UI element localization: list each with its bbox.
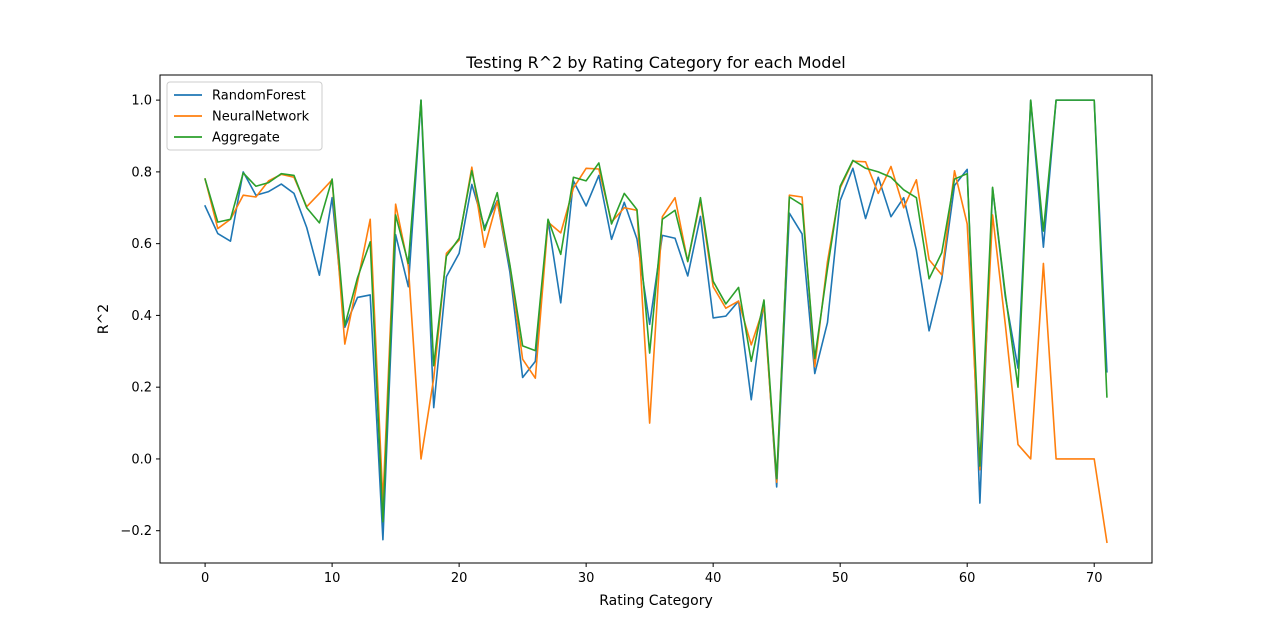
- y-tick-label: 0.8: [131, 165, 152, 180]
- x-tick-label: 20: [451, 571, 468, 586]
- legend-box: [166, 81, 323, 151]
- chart-title: Testing R^2 by Rating Category for each …: [465, 53, 845, 72]
- x-tick-label: 40: [705, 571, 722, 586]
- legend: RandomForest NeuralNetwork Aggregate: [166, 81, 323, 151]
- x-tick-label: 0: [201, 571, 209, 586]
- plot-area: [204, 99, 1108, 544]
- x-tick-label: 50: [832, 571, 849, 586]
- y-tick-label: 0.0: [131, 452, 152, 467]
- x-axis-label: Rating Category: [599, 593, 713, 609]
- y-tick-label: 0.2: [131, 381, 152, 396]
- y-axis: −0.2 0.0 0.2 0.4 0.6 0.8 1.0: [120, 94, 160, 539]
- legend-label-aggregate: Aggregate: [212, 131, 280, 146]
- y-tick-label: 0.6: [131, 237, 152, 252]
- axes-frame: [159, 74, 1153, 564]
- y-tick-label: 1.0: [131, 94, 152, 109]
- y-tick-label: 0.4: [131, 309, 152, 324]
- x-tick-label: 30: [578, 571, 595, 586]
- y-axis-label: R^2: [96, 304, 112, 334]
- legend-label-neuralnetwork: NeuralNetwork: [212, 110, 310, 125]
- series-line-aggregate: [204, 99, 1108, 523]
- x-tick-label: 10: [324, 571, 341, 586]
- x-axis: 0 10 20 30 40 50 60 70: [201, 563, 1103, 586]
- x-tick-label: 60: [959, 571, 976, 586]
- x-tick-label: 70: [1086, 571, 1103, 586]
- legend-label-randomforest: RandomForest: [212, 89, 306, 104]
- series-line-neuralnetwork: [204, 160, 1108, 544]
- y-tick-label: −0.2: [120, 524, 152, 539]
